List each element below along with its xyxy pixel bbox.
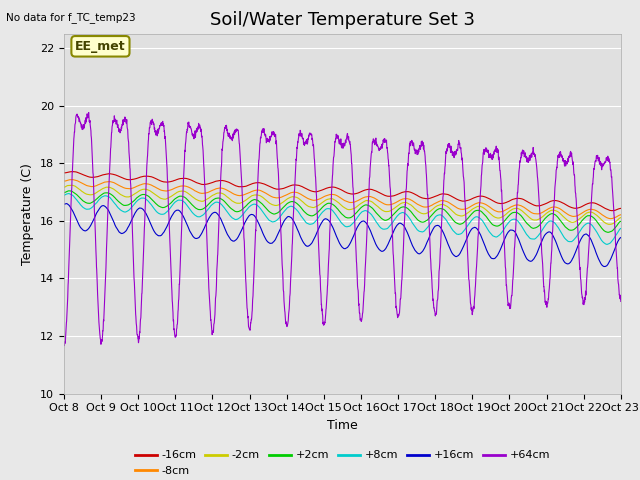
-8cm xyxy=(606,216,614,221)
-8cm xyxy=(274,195,282,201)
-16cm xyxy=(157,178,164,184)
+2cm xyxy=(606,229,614,235)
+2cm xyxy=(617,218,625,224)
Line: +64cm: +64cm xyxy=(64,112,621,346)
+2cm xyxy=(274,210,282,216)
+16cm xyxy=(600,264,608,269)
Line: +8cm: +8cm xyxy=(64,193,621,244)
-2cm xyxy=(67,182,75,188)
Legend: -16cm, -8cm, -2cm, +2cm, +8cm, +16cm, +64cm: -16cm, -8cm, -2cm, +2cm, +8cm, +16cm, +6… xyxy=(130,446,555,480)
+8cm xyxy=(603,241,611,247)
+2cm xyxy=(298,206,306,212)
-2cm xyxy=(605,221,613,227)
Title: Soil/Water Temperature Set 3: Soil/Water Temperature Set 3 xyxy=(210,11,475,29)
+16cm xyxy=(60,201,68,207)
Line: +2cm: +2cm xyxy=(64,191,621,232)
-2cm xyxy=(60,184,68,190)
-8cm xyxy=(298,192,306,198)
-16cm xyxy=(606,207,614,213)
+64cm xyxy=(124,132,132,138)
+16cm xyxy=(298,237,306,242)
+16cm xyxy=(274,232,282,238)
+64cm xyxy=(298,132,306,137)
-2cm xyxy=(617,215,625,220)
+16cm xyxy=(617,235,625,240)
-16cm xyxy=(546,199,554,204)
-16cm xyxy=(68,169,76,175)
-8cm xyxy=(60,178,68,184)
+2cm xyxy=(124,202,132,208)
-8cm xyxy=(68,177,76,182)
+8cm xyxy=(274,216,282,222)
+16cm xyxy=(124,225,132,231)
-8cm xyxy=(617,212,625,217)
+64cm xyxy=(157,121,164,127)
+8cm xyxy=(298,214,306,220)
Line: +16cm: +16cm xyxy=(64,204,621,266)
+64cm xyxy=(60,343,68,348)
+2cm xyxy=(604,229,612,235)
-16cm xyxy=(60,170,68,176)
+8cm xyxy=(617,226,625,231)
-2cm xyxy=(157,195,164,201)
-16cm xyxy=(609,208,617,214)
+2cm xyxy=(60,190,68,195)
+8cm xyxy=(124,208,132,214)
+8cm xyxy=(60,192,68,198)
+8cm xyxy=(606,240,614,246)
+64cm xyxy=(274,165,282,171)
+16cm xyxy=(62,201,70,206)
Line: -16cm: -16cm xyxy=(64,172,621,211)
+16cm xyxy=(546,229,554,235)
Line: -2cm: -2cm xyxy=(64,185,621,224)
-8cm xyxy=(546,205,554,211)
+64cm xyxy=(60,342,68,348)
+64cm xyxy=(617,299,625,304)
+8cm xyxy=(64,191,72,196)
-2cm xyxy=(124,194,132,200)
-2cm xyxy=(274,203,282,208)
Text: EE_met: EE_met xyxy=(75,40,126,53)
Line: -8cm: -8cm xyxy=(64,180,621,219)
-2cm xyxy=(298,198,306,204)
+2cm xyxy=(66,188,74,194)
Text: No data for f_TC_temp23: No data for f_TC_temp23 xyxy=(6,12,136,23)
-8cm xyxy=(157,187,164,193)
+8cm xyxy=(546,218,554,224)
-16cm xyxy=(124,177,132,182)
-16cm xyxy=(617,205,625,211)
Y-axis label: Temperature (C): Temperature (C) xyxy=(22,163,35,264)
+2cm xyxy=(546,211,554,217)
X-axis label: Time: Time xyxy=(327,419,358,432)
+64cm xyxy=(547,272,554,278)
+2cm xyxy=(157,204,164,210)
-2cm xyxy=(546,208,554,214)
+64cm xyxy=(85,109,93,115)
+8cm xyxy=(157,211,164,217)
-16cm xyxy=(298,183,306,189)
-8cm xyxy=(124,186,132,192)
-2cm xyxy=(606,221,614,227)
+64cm xyxy=(606,163,614,169)
+16cm xyxy=(157,233,164,239)
-8cm xyxy=(606,216,614,222)
-16cm xyxy=(274,186,282,192)
+16cm xyxy=(606,257,614,263)
